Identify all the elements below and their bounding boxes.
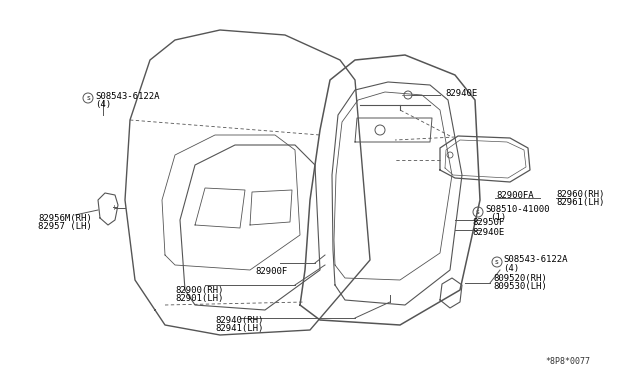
Text: 82961(LH): 82961(LH) bbox=[556, 198, 604, 206]
Text: 82940(RH): 82940(RH) bbox=[215, 317, 264, 326]
Text: (4): (4) bbox=[95, 99, 111, 109]
Text: 82900FA: 82900FA bbox=[496, 190, 534, 199]
Text: 82957 (LH): 82957 (LH) bbox=[38, 221, 92, 231]
Text: (4): (4) bbox=[503, 263, 519, 273]
Text: S08543-6122A: S08543-6122A bbox=[503, 256, 568, 264]
Text: 82960(RH): 82960(RH) bbox=[556, 189, 604, 199]
Text: 82940E: 82940E bbox=[445, 89, 477, 97]
Text: *8P8*0077: *8P8*0077 bbox=[545, 357, 590, 366]
Text: S: S bbox=[495, 260, 499, 264]
Text: 809530(LH): 809530(LH) bbox=[493, 282, 547, 292]
Text: S08510-41000: S08510-41000 bbox=[485, 205, 550, 214]
Text: 82950F: 82950F bbox=[472, 218, 504, 227]
Text: S: S bbox=[476, 209, 480, 215]
Text: 82940E: 82940E bbox=[472, 228, 504, 237]
Text: S08543-6122A: S08543-6122A bbox=[95, 92, 159, 100]
Text: 82941(LH): 82941(LH) bbox=[215, 324, 264, 334]
Text: 809520(RH): 809520(RH) bbox=[493, 275, 547, 283]
Text: 82956M(RH): 82956M(RH) bbox=[38, 214, 92, 222]
Text: S: S bbox=[86, 96, 90, 100]
Text: 82900(RH): 82900(RH) bbox=[175, 286, 223, 295]
Text: (1): (1) bbox=[490, 212, 506, 221]
Text: 82901(LH): 82901(LH) bbox=[175, 295, 223, 304]
Text: 82900F: 82900F bbox=[255, 266, 287, 276]
